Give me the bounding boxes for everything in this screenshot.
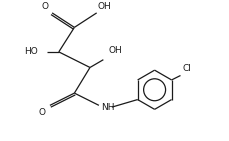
Text: OH: OH (98, 2, 112, 11)
Text: HO: HO (24, 47, 38, 56)
Text: Cl: Cl (183, 64, 192, 73)
Text: NH: NH (101, 103, 114, 112)
Text: O: O (39, 108, 46, 117)
Text: OH: OH (109, 46, 123, 55)
Text: O: O (41, 2, 48, 11)
